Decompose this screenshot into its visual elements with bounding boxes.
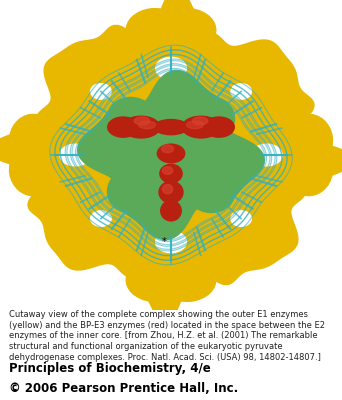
Ellipse shape (151, 93, 191, 130)
Ellipse shape (182, 116, 220, 138)
Text: Principles of Biochemistry, 4/e: Principles of Biochemistry, 4/e (9, 362, 210, 375)
Ellipse shape (185, 168, 235, 212)
Ellipse shape (144, 262, 198, 302)
Ellipse shape (162, 167, 173, 174)
Ellipse shape (103, 137, 143, 173)
Ellipse shape (151, 180, 191, 217)
Polygon shape (2, 2, 340, 308)
Ellipse shape (139, 121, 156, 129)
Text: Cutaway view of the complete complex showing the outer E1 enzymes (yellow) and t: Cutaway view of the complete complex sho… (9, 310, 325, 362)
Ellipse shape (231, 211, 251, 226)
Ellipse shape (108, 117, 139, 137)
Text: © 2006 Pearson Prentice Hall, Inc.: © 2006 Pearson Prentice Hall, Inc. (9, 382, 238, 395)
Ellipse shape (199, 137, 239, 173)
Ellipse shape (107, 98, 157, 142)
Ellipse shape (53, 220, 100, 262)
Ellipse shape (60, 144, 91, 166)
Ellipse shape (53, 48, 100, 90)
Ellipse shape (161, 9, 216, 49)
Ellipse shape (242, 48, 289, 90)
Ellipse shape (144, 8, 198, 48)
Ellipse shape (192, 117, 208, 125)
Ellipse shape (288, 146, 332, 196)
Ellipse shape (288, 114, 332, 164)
Ellipse shape (126, 9, 181, 49)
Ellipse shape (242, 220, 289, 262)
Ellipse shape (10, 114, 54, 164)
Ellipse shape (91, 84, 111, 99)
Ellipse shape (91, 211, 111, 226)
Ellipse shape (161, 145, 174, 153)
Text: *: * (162, 237, 167, 247)
Polygon shape (78, 70, 264, 240)
Ellipse shape (134, 117, 150, 125)
Ellipse shape (156, 231, 186, 253)
Ellipse shape (107, 168, 157, 212)
Ellipse shape (160, 164, 182, 183)
Ellipse shape (159, 181, 183, 203)
Ellipse shape (231, 84, 251, 99)
Ellipse shape (154, 120, 188, 135)
Ellipse shape (10, 146, 54, 196)
Ellipse shape (289, 130, 333, 180)
Ellipse shape (122, 116, 160, 138)
Ellipse shape (156, 57, 186, 79)
Ellipse shape (185, 98, 235, 142)
Polygon shape (0, 0, 342, 320)
Ellipse shape (157, 144, 185, 163)
Ellipse shape (161, 261, 216, 301)
Ellipse shape (186, 121, 203, 129)
Ellipse shape (9, 130, 53, 180)
Ellipse shape (251, 144, 282, 166)
Ellipse shape (203, 117, 234, 137)
Ellipse shape (161, 201, 181, 221)
Ellipse shape (162, 184, 173, 194)
Ellipse shape (126, 261, 181, 301)
